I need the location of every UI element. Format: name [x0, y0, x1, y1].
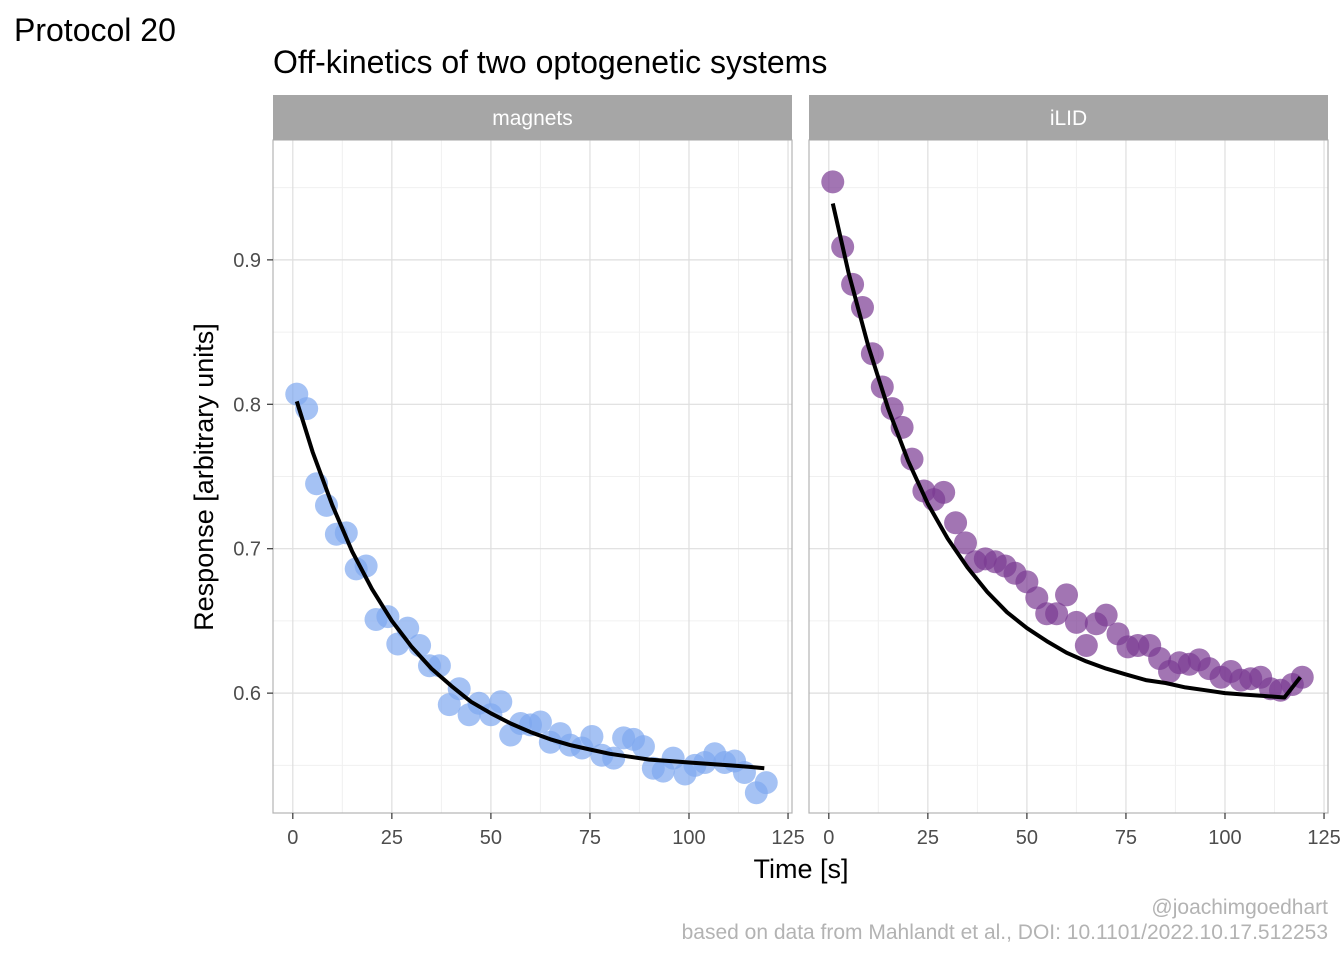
panel-1-strip-label: iLID: [1050, 107, 1087, 130]
caption-author: @joachimgoedhart: [1151, 896, 1328, 919]
panel-0-x-tick-label: 50: [480, 827, 502, 849]
panel-0-data-point: [354, 554, 378, 578]
panel-1-fit-line: [830, 203, 1302, 700]
chart-title: Off-kinetics of two optogenetic systems: [273, 44, 827, 80]
panel-0-data-point: [631, 735, 655, 759]
panel-1-data-point: [821, 170, 845, 194]
panel-0-data-point: [661, 746, 685, 770]
panel-0-x-tick-label: 25: [381, 827, 403, 849]
panel-1-x-tick-label: 75: [1115, 827, 1137, 849]
panel-0-strip: [273, 95, 792, 140]
panel-0-fit-line: [294, 400, 765, 771]
panel-1-strip: [809, 95, 1328, 140]
protocol-tag: Protocol 20: [14, 12, 176, 48]
panel-0-data-point: [528, 710, 552, 734]
y-tick-label: 0.9: [233, 250, 261, 272]
panel-1-x-tick-label: 100: [1208, 827, 1241, 849]
panel-1-data-point: [1055, 583, 1079, 607]
panel-1-x-tick-label: 25: [917, 827, 939, 849]
panel-0-x-tick-label: 100: [672, 827, 705, 849]
y-tick-label: 0.6: [233, 683, 261, 705]
panel-1-data-point: [953, 531, 977, 555]
panel-1-data-point: [1074, 633, 1098, 657]
panel-1-data-point: [1094, 603, 1118, 627]
panel-1-data-point: [932, 480, 956, 504]
panel-0-strip-label: magnets: [492, 107, 573, 130]
panel-1-x-tick-label: 0: [823, 827, 834, 849]
y-tick-label: 0.8: [233, 394, 261, 416]
x-axis-title: Time [s]: [753, 854, 848, 884]
caption-source: based on data from Mahlandt et al., DOI:…: [681, 921, 1328, 944]
panel-0-x-tick-label: 75: [579, 827, 601, 849]
panel-0-data-point: [602, 746, 626, 770]
panel-0-data-point: [580, 724, 604, 748]
panel-1-data-point: [944, 511, 968, 535]
panel-0-data-point: [754, 771, 778, 795]
panel-1-x-tick-label: 125: [1307, 827, 1340, 849]
panel-0-x-tick-label: 0: [287, 827, 298, 849]
panel-1-data-point: [1064, 610, 1088, 634]
panel-1-x-tick-label: 50: [1016, 827, 1038, 849]
y-axis-title: Response [arbitrary units]: [189, 323, 219, 631]
panel-1-data-point: [1045, 602, 1069, 626]
panel-0-data-point: [489, 690, 513, 714]
panel-0-x-tick-label: 125: [771, 827, 804, 849]
y-tick-label: 0.7: [233, 539, 261, 561]
